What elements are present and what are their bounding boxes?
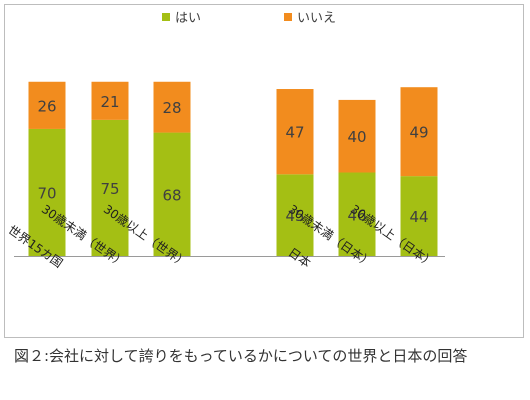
bar-yes-1: [28, 128, 66, 256]
value-label-yes-2: 75: [100, 180, 119, 198]
legend-label-1: はい: [175, 11, 201, 26]
bar-yes-6: [400, 176, 438, 256]
value-label-yes-4: 45: [285, 207, 304, 225]
value-label-no-4: 47: [285, 124, 304, 142]
bar-no-4: [276, 89, 314, 175]
value-label-yes-1: 70: [37, 184, 56, 202]
legend-label-2: いいえ: [297, 11, 336, 26]
bar-yes-2: [91, 119, 129, 256]
value-label-yes-3: 68: [162, 186, 181, 204]
bar-yes-4: [276, 174, 314, 256]
bar-no-3: [153, 81, 191, 133]
value-label-yes-5: 46: [347, 206, 366, 224]
value-label-yes-6: 44: [409, 208, 428, 226]
value-label-no-6: 49: [409, 124, 428, 142]
bar-yes-3: [153, 132, 191, 256]
bar-no-1: [28, 81, 66, 129]
bar-yes-5: [338, 172, 376, 256]
value-label-no-5: 40: [347, 128, 366, 146]
figure-caption: 図２:会社に対して誇りをもっているかについての世界と日本の回答: [14, 347, 468, 365]
bar-no-6: [400, 87, 438, 177]
value-label-no-2: 21: [100, 93, 119, 111]
bar-no-5: [338, 99, 376, 173]
bar-no-2: [91, 81, 129, 120]
stacked-bar-chart: はい いいえ702675216828454746404449世界15カ国30歳未満…: [5, 11, 445, 270]
value-label-no-3: 28: [162, 99, 181, 117]
legend-swatch-1: [162, 13, 170, 21]
legend-swatch-2: [284, 13, 292, 21]
value-label-no-1: 26: [37, 97, 56, 115]
